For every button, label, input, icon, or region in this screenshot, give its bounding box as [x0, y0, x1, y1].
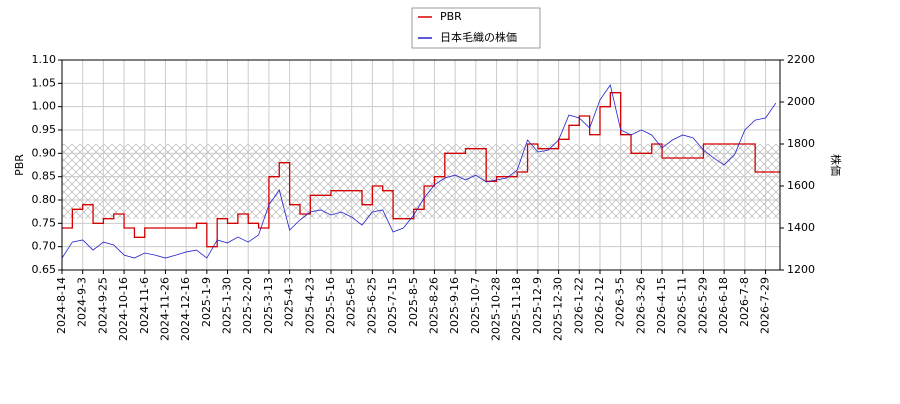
x-tick-label: 2026-1-22 [572, 277, 585, 334]
y2-tick-label: 1400 [787, 221, 815, 234]
y-tick-label: 1.10 [32, 53, 57, 66]
shaded-range [62, 144, 780, 219]
x-tick-label: 2025-12-9 [531, 277, 544, 334]
y2-tick-label: 1200 [787, 263, 815, 276]
x-tick-label: 2025-10-28 [490, 277, 503, 341]
x-tick-label: 2026-2-12 [593, 277, 606, 334]
x-tick-label: 2024-8-14 [55, 277, 68, 334]
x-tick-label: 2025-8-26 [427, 277, 440, 334]
legend-label: 日本毛織の株価 [440, 30, 517, 44]
y-tick-label: 0.75 [32, 216, 57, 229]
x-tick-label: 2025-4-23 [303, 277, 316, 334]
legend: PBR 日本毛織の株価 [411, 7, 541, 49]
x-tick-label: 2024-12-16 [179, 277, 192, 341]
x-tick-label: 2026-3-5 [614, 277, 627, 327]
y-tick-label: 1.00 [32, 100, 57, 113]
x-tick-label: 2026-3-26 [634, 277, 647, 334]
series-line [62, 92, 780, 248]
x-tick-label: 2025-11-18 [510, 277, 523, 341]
x-tick-label: 2025-3-13 [262, 277, 275, 334]
y-tick-label: 0.85 [32, 170, 57, 183]
legend-label: PBR [440, 10, 462, 23]
y-tick-label: 0.80 [32, 193, 57, 206]
x-tick-label: 2025-5-16 [324, 277, 337, 334]
series-line [61, 84, 777, 259]
x-tick-label: 2025-1-30 [221, 277, 234, 334]
x-tick-label: 2025-12-30 [552, 277, 565, 341]
x-tick-label: 2026-5-11 [676, 277, 689, 334]
x-tick-label: 2025-1-9 [200, 277, 213, 327]
y2-tick-label: 1600 [787, 179, 815, 192]
x-tick-label: 2024-9-3 [76, 277, 89, 327]
x-tick-label: 2026-7-29 [759, 277, 772, 334]
y2-tick-label: 2200 [787, 53, 815, 66]
x-tick-label: 2024-11-6 [138, 277, 151, 334]
x-tick-label: 2025-6-25 [365, 277, 378, 334]
legend-box [411, 7, 541, 49]
y-tick-label: 0.90 [32, 146, 57, 159]
y-tick-label: 0.65 [32, 263, 57, 276]
plot-frame [61, 59, 781, 271]
x-tick-label: 2025-8-5 [407, 277, 420, 327]
y-tick-label: 0.70 [32, 240, 57, 253]
x-tick-label: 2026-7-8 [738, 277, 751, 327]
x-tick-label: 2024-10-16 [117, 277, 130, 341]
y2-tick-label: 2000 [787, 95, 815, 108]
x-tick-label: 2025-6-5 [345, 277, 358, 327]
y-tick-label: 0.95 [32, 123, 57, 136]
x-tick-label: 2025-10-7 [469, 277, 482, 334]
y-tick-label: 1.05 [32, 76, 57, 89]
x-tick-label: 2026-6-18 [717, 277, 730, 334]
y2-axis-label: 株価 [829, 154, 843, 176]
x-tick-label: 2025-4-3 [283, 277, 296, 327]
y2-tick-label: 1800 [787, 137, 815, 150]
y-axis-label: PBR [13, 154, 26, 176]
x-tick-label: 2025-7-15 [386, 277, 399, 334]
x-tick-label: 2026-4-15 [655, 277, 668, 334]
x-tick-label: 2025-9-16 [448, 277, 461, 334]
x-tick-label: 2024-9-25 [96, 277, 109, 334]
x-tick-label: 2025-2-20 [241, 277, 254, 334]
x-tick-label: 2026-5-29 [696, 277, 709, 334]
x-tick-label: 2024-11-26 [158, 277, 171, 341]
